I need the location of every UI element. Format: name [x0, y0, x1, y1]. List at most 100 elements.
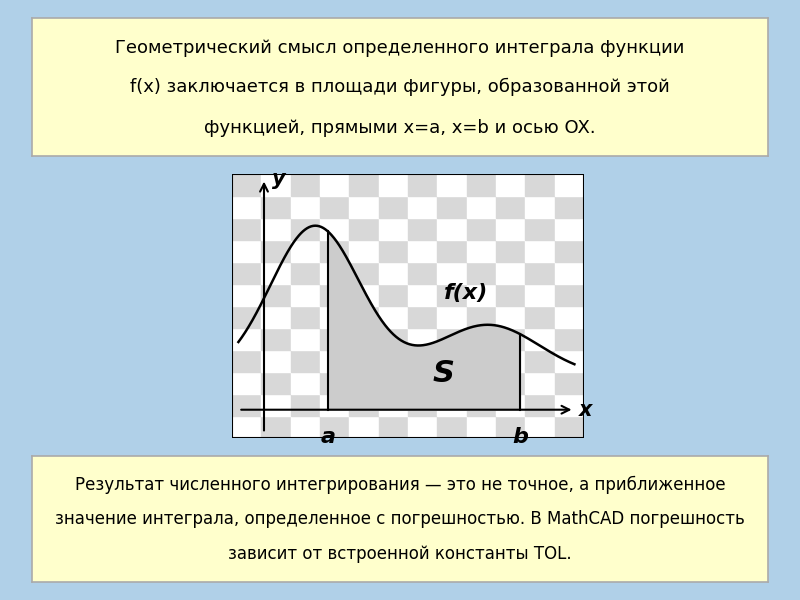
Bar: [290, 306, 320, 328]
Bar: [350, 196, 378, 218]
Bar: [232, 328, 262, 350]
Bar: [378, 394, 408, 416]
Bar: [408, 240, 438, 262]
Bar: [466, 284, 496, 306]
Bar: [438, 284, 466, 306]
Bar: [496, 372, 526, 394]
Text: S: S: [432, 359, 454, 388]
Bar: [554, 240, 584, 262]
Bar: [438, 262, 466, 284]
Bar: [290, 262, 320, 284]
Bar: [320, 328, 350, 350]
Text: Геометрический смысл определенного интеграла функции: Геометрический смысл определенного интег…: [115, 40, 685, 58]
Bar: [320, 262, 350, 284]
Bar: [526, 196, 554, 218]
Bar: [408, 350, 438, 372]
Bar: [438, 416, 466, 438]
Bar: [320, 218, 350, 240]
Bar: [232, 416, 262, 438]
Text: y: y: [272, 169, 286, 189]
Bar: [320, 350, 350, 372]
Bar: [320, 174, 350, 196]
Bar: [320, 240, 350, 262]
Bar: [408, 262, 438, 284]
Bar: [526, 218, 554, 240]
Bar: [496, 174, 526, 196]
Bar: [496, 416, 526, 438]
Text: зависит от встроенной константы TOL.: зависит от встроенной константы TOL.: [228, 545, 572, 563]
Bar: [290, 328, 320, 350]
Bar: [438, 328, 466, 350]
Bar: [466, 306, 496, 328]
Bar: [290, 416, 320, 438]
Bar: [554, 262, 584, 284]
Text: f(x) заключается в площади фигуры, образованной этой: f(x) заключается в площади фигуры, образ…: [130, 78, 670, 96]
Bar: [262, 174, 290, 196]
Bar: [290, 174, 320, 196]
Bar: [496, 262, 526, 284]
Bar: [466, 262, 496, 284]
Bar: [526, 394, 554, 416]
Bar: [438, 218, 466, 240]
Bar: [438, 240, 466, 262]
Bar: [438, 394, 466, 416]
Bar: [232, 350, 262, 372]
Bar: [378, 372, 408, 394]
Bar: [378, 174, 408, 196]
Bar: [466, 372, 496, 394]
Bar: [408, 328, 438, 350]
Bar: [262, 240, 290, 262]
Bar: [496, 306, 526, 328]
Bar: [232, 174, 262, 196]
Bar: [554, 372, 584, 394]
Bar: [290, 240, 320, 262]
Bar: [466, 416, 496, 438]
Bar: [262, 416, 290, 438]
Bar: [526, 416, 554, 438]
Bar: [466, 174, 496, 196]
Bar: [496, 196, 526, 218]
Bar: [408, 306, 438, 328]
Bar: [290, 372, 320, 394]
Bar: [378, 416, 408, 438]
Bar: [378, 218, 408, 240]
Bar: [408, 174, 438, 196]
Bar: [378, 350, 408, 372]
Bar: [262, 218, 290, 240]
Bar: [232, 306, 262, 328]
Bar: [378, 240, 408, 262]
Bar: [350, 262, 378, 284]
Bar: [262, 372, 290, 394]
Bar: [232, 372, 262, 394]
Bar: [466, 196, 496, 218]
Text: b: b: [512, 427, 528, 446]
Bar: [496, 284, 526, 306]
Bar: [350, 394, 378, 416]
Text: f(x): f(x): [443, 283, 488, 302]
Bar: [350, 372, 378, 394]
Bar: [232, 218, 262, 240]
Bar: [320, 372, 350, 394]
Text: a: a: [321, 427, 335, 446]
Bar: [290, 350, 320, 372]
Bar: [554, 416, 584, 438]
Bar: [378, 306, 408, 328]
Bar: [262, 394, 290, 416]
Bar: [350, 306, 378, 328]
Bar: [526, 350, 554, 372]
Bar: [232, 240, 262, 262]
Bar: [350, 328, 378, 350]
Bar: [496, 328, 526, 350]
Bar: [290, 284, 320, 306]
Bar: [526, 174, 554, 196]
Bar: [438, 306, 466, 328]
Bar: [350, 218, 378, 240]
Bar: [262, 196, 290, 218]
Bar: [408, 218, 438, 240]
Bar: [554, 394, 584, 416]
Bar: [350, 350, 378, 372]
Bar: [232, 262, 262, 284]
Bar: [466, 328, 496, 350]
Bar: [554, 284, 584, 306]
Bar: [290, 196, 320, 218]
